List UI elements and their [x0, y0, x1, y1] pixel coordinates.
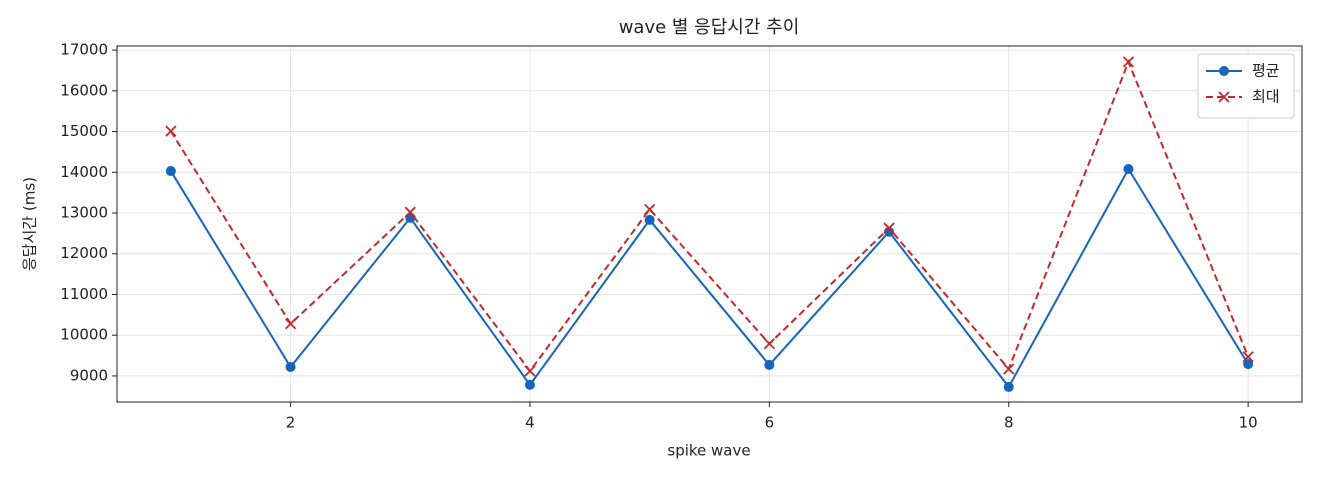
- marker-stroke: [883, 222, 895, 234]
- marker-stroke: [763, 338, 775, 350]
- point: [1243, 359, 1254, 370]
- point: [165, 125, 177, 137]
- x-tick-label: 2: [286, 414, 296, 432]
- point: [883, 222, 895, 234]
- x-axis-label: spike wave: [667, 442, 750, 460]
- plot-frame: [116, 45, 1303, 403]
- marker-stroke: [1003, 363, 1015, 375]
- point: [524, 379, 535, 390]
- chart-title: wave 별 응답시간 추이: [619, 17, 800, 38]
- marker-stroke: [165, 125, 177, 137]
- marker-stroke: [1218, 91, 1230, 103]
- y-tick-label: 11000: [60, 285, 108, 303]
- legend-label: 최대: [1252, 88, 1280, 106]
- series-line: [170, 59, 1250, 373]
- point: [285, 361, 296, 372]
- x-tick-label: 10: [1239, 414, 1258, 432]
- y-tick-label: 15000: [60, 122, 108, 140]
- point: [1123, 164, 1134, 175]
- y-axis-label: 응답시간 (ms): [21, 177, 39, 271]
- x-tick-label: 4: [525, 414, 535, 432]
- marker-stroke: [1242, 351, 1254, 363]
- point: [644, 203, 656, 215]
- y-tick-label: 14000: [60, 163, 108, 181]
- marker-stroke: [404, 206, 416, 218]
- point: [1003, 381, 1014, 392]
- point: [165, 166, 176, 177]
- marker-stroke: [284, 318, 297, 330]
- y-tick-label: 13000: [60, 204, 108, 222]
- point: [524, 365, 536, 377]
- legend-marker: [1219, 66, 1229, 76]
- x-tick-label: 8: [1004, 414, 1014, 432]
- point: [763, 338, 775, 350]
- point: [404, 206, 416, 218]
- marker-stroke: [524, 365, 536, 377]
- y-tick-label: 9000: [70, 366, 108, 384]
- point: [284, 318, 297, 330]
- x-tick-label: 6: [765, 414, 775, 432]
- y-tick-label: 12000: [60, 244, 108, 262]
- y-tick-label: 16000: [60, 81, 108, 99]
- marker-stroke: [644, 203, 656, 215]
- y-tick-label: 17000: [60, 41, 108, 59]
- point: [644, 214, 655, 225]
- legend-marker: [1218, 91, 1230, 103]
- marker-stroke: [1122, 56, 1135, 68]
- point: [1122, 56, 1135, 68]
- legend-label: 평균: [1252, 62, 1280, 80]
- point: [764, 359, 775, 370]
- point: [1003, 363, 1015, 375]
- y-tick-label: 10000: [60, 326, 108, 344]
- series-line: [170, 167, 1249, 389]
- point: [1242, 351, 1254, 363]
